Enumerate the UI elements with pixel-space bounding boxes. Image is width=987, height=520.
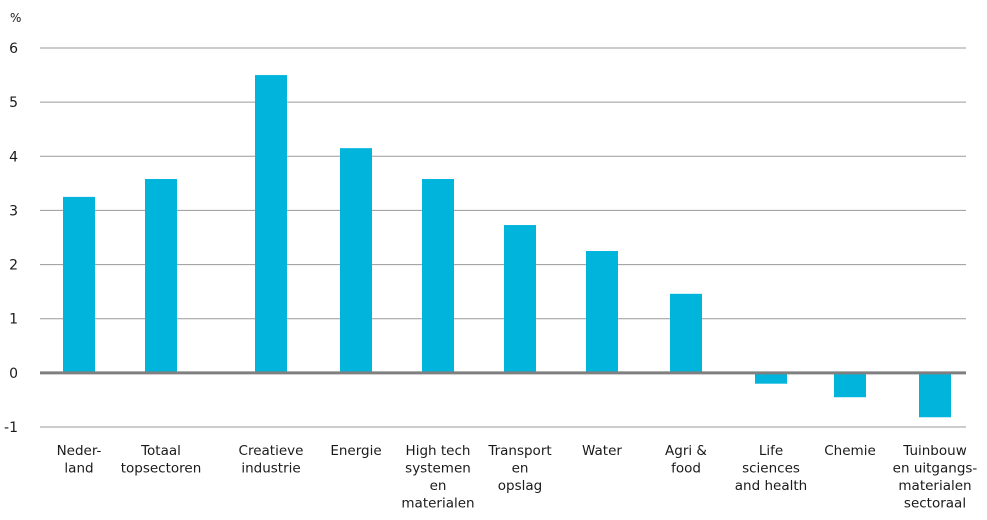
bar bbox=[670, 293, 702, 373]
bars bbox=[63, 75, 951, 418]
category-label: Neder-land bbox=[57, 443, 102, 477]
bar bbox=[919, 372, 951, 418]
category-label: High tech systemen en materialen bbox=[401, 443, 474, 512]
gridlines bbox=[40, 47, 966, 428]
category-label: Water bbox=[582, 443, 622, 459]
y-axis-ticks: -1 0 1 2 3 4 5 6 bbox=[4, 41, 18, 436]
y-tick-label: 6 bbox=[9, 41, 18, 57]
y-unit-label: % bbox=[10, 11, 21, 25]
category-label: Tuinbouw en uitgangs-materialen sectoraal bbox=[893, 443, 978, 512]
category-label: Life sciences and health bbox=[735, 443, 807, 494]
y-tick-label: 1 bbox=[9, 312, 18, 328]
bar bbox=[504, 225, 536, 373]
bar bbox=[145, 179, 177, 373]
bar bbox=[255, 75, 287, 373]
category-label: Transport en opslag bbox=[487, 443, 551, 494]
y-tick-label: 0 bbox=[9, 366, 18, 382]
category-label: Energie bbox=[330, 443, 381, 459]
y-tick-label: -1 bbox=[4, 420, 18, 436]
y-tick-label: 5 bbox=[9, 95, 18, 111]
y-tick-label: 3 bbox=[9, 203, 18, 219]
bar bbox=[63, 196, 95, 373]
category-label: Creatieve industrie bbox=[239, 443, 304, 477]
bar bbox=[834, 372, 866, 398]
bar bbox=[422, 179, 454, 373]
y-tick-label: 2 bbox=[9, 258, 18, 274]
category-label: Totaal topsectoren bbox=[121, 443, 202, 477]
y-tick-label: 4 bbox=[9, 149, 18, 165]
category-label: Chemie bbox=[824, 443, 876, 459]
bar bbox=[755, 372, 787, 384]
category-label: Agri & food bbox=[665, 443, 707, 477]
x-axis-categories: Neder-land Totaal topsectoren Creatieve indu… bbox=[57, 443, 978, 512]
bar bbox=[340, 148, 372, 373]
bar bbox=[586, 251, 618, 373]
